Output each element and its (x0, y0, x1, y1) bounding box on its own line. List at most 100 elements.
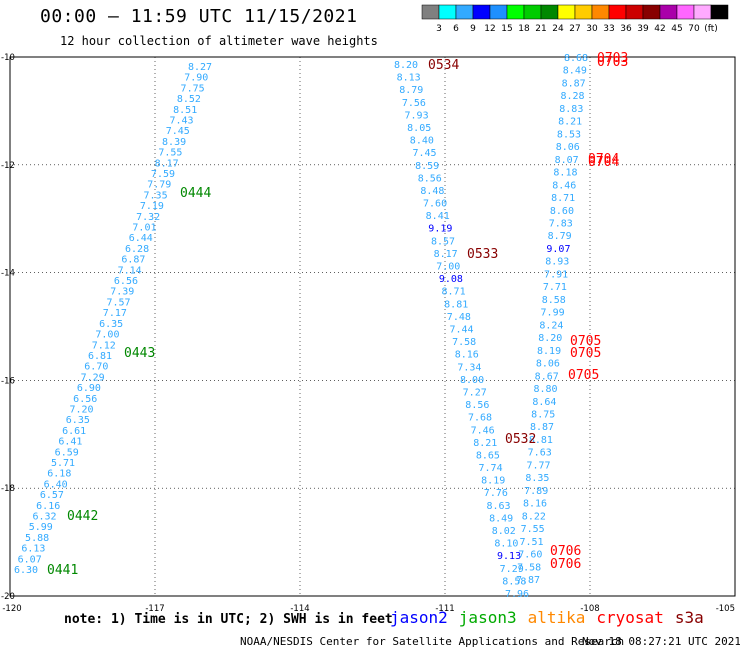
y-tick-label: -14 (1, 269, 15, 279)
swh-value-track-c: 7.99 (541, 308, 565, 319)
swh-value-track-c: 8.18 (553, 168, 577, 179)
swh-value-track-c: 8.58 (542, 295, 566, 306)
legend-label: 27 (569, 24, 580, 34)
pass-time-label: 0703 (597, 51, 628, 66)
swh-value-track-a: 7.39 (110, 287, 134, 298)
swh-value-track-a: 6.81 (88, 351, 112, 362)
swh-value-track-b: 7.76 (484, 488, 508, 499)
swh-value-track-b: 8.40 (410, 136, 434, 147)
swh-value-track-a: 6.70 (84, 362, 108, 373)
swh-value-track-b: 8.13 (397, 73, 421, 84)
swh-value-track-b: 9.13 (497, 551, 521, 562)
swh-value-track-c: 7.58 (517, 562, 541, 573)
y-tick-label: -20 (1, 592, 15, 602)
swh-value-track-b: 7.60 (423, 199, 447, 210)
swh-value-track-a: 5.71 (51, 458, 75, 469)
swh-value-track-b: 7.27 (463, 387, 487, 398)
swh-value-track-c: 8.67 (535, 371, 559, 382)
swh-value-track-a: 7.45 (166, 126, 190, 137)
swh-value-track-a: 6.87 (121, 255, 145, 266)
swh-value-track-b: 7.93 (405, 110, 429, 121)
swh-value-track-c: 8.19 (537, 346, 561, 357)
swh-value-track-b: 7.44 (449, 325, 473, 336)
swh-value-track-b: 8.48 (420, 186, 444, 197)
swh-value-track-a: 6.40 (44, 479, 68, 490)
swh-value-track-c: 8.46 (552, 180, 576, 191)
swh-value-track-b: 9.08 (439, 274, 463, 285)
legend-label: 42 (654, 24, 665, 34)
swh-value-track-c: 8.80 (534, 384, 558, 395)
swh-value-track-a: 6.28 (125, 244, 149, 255)
swh-value-track-c: 7.87 (516, 575, 540, 586)
color-legend: 3 6 9 12 15 18 21 24 27 30 33 36 39 42 45 70 (ft) (421, 4, 729, 34)
swh-value-track-b: 8.00 (460, 375, 484, 386)
swh-value-track-b: 7.68 (468, 413, 492, 424)
swh-value-track-a: 7.00 (95, 330, 119, 341)
swh-value-track-c: 8.64 (532, 397, 556, 408)
swh-value-track-b: 9.19 (428, 224, 452, 235)
swh-value-track-a: 6.35 (66, 415, 90, 426)
swh-value-track-b: 8.16 (455, 350, 479, 361)
pass-time-label: 0442 (67, 509, 98, 524)
pass-time-label: 0706 (550, 544, 581, 559)
swh-value-track-a: 7.17 (103, 308, 127, 319)
swh-value-track-c: 8.87 (562, 78, 586, 89)
swh-value-track-a: 7.75 (181, 83, 205, 94)
swh-value-track-b: 8.20 (394, 60, 418, 71)
swh-value-track-c: 7.71 (543, 282, 567, 293)
pass-time-label: 0444 (180, 186, 211, 201)
swh-value-track-c: 8.28 (560, 91, 584, 102)
swh-value-track-a: 7.12 (92, 340, 116, 351)
y-tick-label: -18 (1, 484, 15, 494)
legend-label: 24 (552, 24, 564, 34)
swh-value-track-a: 6.30 (14, 565, 38, 576)
swh-value-track-a: 7.79 (147, 180, 171, 191)
swh-value-track-c: 7.63 (528, 448, 552, 459)
swh-value-track-a: 5.88 (25, 533, 49, 544)
swh-value-track-c: 8.71 (551, 193, 575, 204)
swh-value-track-a: 7.55 (158, 148, 182, 159)
swh-value-track-b: 8.41 (426, 211, 450, 222)
swh-value-track-a: 8.39 (162, 137, 186, 148)
swh-value-track-b: 8.56 (465, 400, 489, 411)
swh-value-track-c: 8.83 (559, 104, 583, 115)
legend-label: 18 (518, 24, 530, 34)
swh-value-track-b: 8.57 (431, 236, 455, 247)
y-tick-label: -12 (1, 161, 15, 171)
swh-value-track-a: 6.44 (129, 233, 153, 244)
swh-value-track-b: 7.29 (500, 564, 524, 575)
legend-label: 33 (603, 24, 614, 34)
swh-value-track-b: 8.02 (492, 526, 516, 537)
swh-value-track-b: 7.45 (412, 148, 436, 159)
swh-value-track-a: 8.51 (173, 105, 197, 116)
x-tick-label: -120 (2, 604, 21, 614)
swh-value-track-c: 8.75 (531, 409, 555, 420)
legend-label: 6 (453, 24, 459, 34)
swh-value-track-c: 7.83 (549, 219, 573, 230)
x-tick-label: -114 (290, 604, 309, 614)
swh-value-track-c: 8.68 (564, 53, 588, 64)
swh-value-track-c: 8.22 (522, 511, 546, 522)
swh-value-track-a: 7.90 (184, 73, 208, 84)
pass-time-label: 0532 (505, 432, 536, 447)
swh-value-track-b: 8.10 (494, 539, 518, 550)
swh-value-track-a: 6.90 (77, 383, 101, 394)
swh-value-track-a: 6.35 (99, 319, 123, 330)
pass-time-label: 0704 (588, 155, 619, 170)
swh-value-track-c: 7.91 (544, 269, 568, 280)
swh-value-track-b: 8.59 (415, 161, 439, 172)
satellite-legend: jason2 jason3 altika cryosat s3a (390, 608, 715, 627)
legend-label: 9 (470, 24, 476, 34)
swh-value-track-c: 7.77 (526, 460, 550, 471)
sat-altika: altika (527, 608, 586, 627)
pass-time-label: 0441 (47, 563, 78, 578)
swh-value-track-c: 8.06 (536, 359, 560, 370)
legend-label: 15 (501, 24, 512, 34)
sat-cryosat: cryosat (596, 608, 664, 627)
swh-value-track-a: 7.32 (136, 212, 160, 223)
swh-value-track-a: 7.59 (151, 169, 175, 180)
x-tick-label: -111 (435, 604, 454, 614)
y-tick-label: -10 (1, 53, 15, 63)
swh-value-track-a: 7.14 (118, 265, 142, 276)
swh-value-track-a: 6.32 (32, 511, 56, 522)
